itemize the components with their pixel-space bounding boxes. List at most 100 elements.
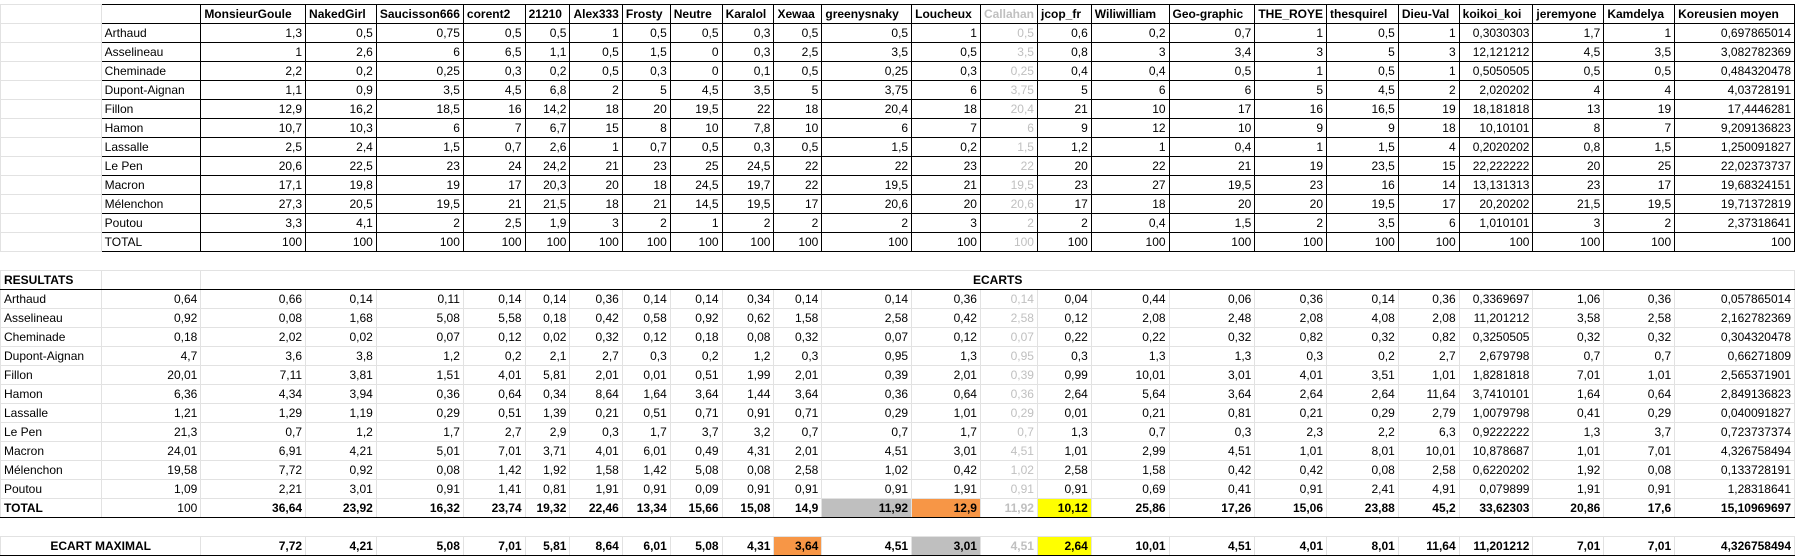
ecart-value: 0,71 [773,403,823,423]
ecart-value: 0,12 [621,327,671,347]
vote-value: 4,5 [1326,80,1399,100]
vote-value: 20,6 [821,194,913,214]
vote-value: 100 [569,232,623,252]
vote-value: 8 [621,118,671,138]
max-value: 7,01 [1603,536,1676,556]
column-header: jeremyone [1532,4,1605,24]
vote-value: 0,25 [375,61,464,81]
vote-value: 0,5 [621,23,671,43]
vote-value: 1 [1090,137,1170,157]
vote-value: 1,2 [1036,137,1092,157]
vote-value: 0,5 [462,23,526,43]
vote-value: 22 [821,156,913,176]
vote-value: 27 [1090,175,1170,195]
vote-value: 4 [1397,137,1460,157]
ecart-value: 2,99 [1090,441,1170,461]
vote-value: 0,5 [821,23,913,43]
vote-value: 0,3 [462,61,526,81]
empty-cell [821,517,912,537]
vote-value: 6 [821,118,913,138]
empty-cell [200,251,306,271]
vote-value: 3 [1397,42,1460,62]
ecart-value: 1,06 [1532,289,1605,309]
ecart-value: 3,7 [1603,422,1676,442]
ecart-value: 5,58 [462,308,526,328]
ecart-value: 0,21 [1254,403,1328,423]
ecart-value: 3,71 [524,441,571,461]
empty-cell [525,517,570,537]
vote-value: 0,8 [1036,42,1092,62]
vote-value: 0,4 [1168,137,1256,157]
column-header: Callahan [979,4,1038,24]
ecart-value: 1,3 [911,346,981,366]
vote-value: 100 [1397,232,1460,252]
vote-value: 3,5 [375,80,464,100]
vote-value: 100 [621,232,671,252]
empty-cell [100,270,202,290]
ecart-value: 0,82 [1397,327,1460,347]
ecart-value: 0,91 [773,479,823,499]
empty-cell [376,517,464,537]
vote-value: 4,03728191 [1674,80,1795,100]
vote-value: 3,5 [979,42,1038,62]
ecart-value: 2,41 [1326,479,1399,499]
vote-value: 19,5 [1603,194,1676,214]
vote-value: 22,5 [305,156,377,176]
ecart-value: 4,91 [1397,479,1460,499]
ecart-value: 0,41 [1532,403,1605,423]
empty-cell [773,251,822,271]
ecart-value: 2,9 [524,422,571,442]
max-value: 4,31 [721,536,775,556]
row-label: Asselineau [100,42,202,62]
ecart-value: 17,6 [1603,498,1676,518]
row-label: Macron [0,441,102,461]
max-value: 11,64 [1397,536,1460,556]
vote-value: 2 [375,213,464,233]
ecart-value: 0,64 [462,384,526,404]
vote-value: 0,2020202 [1458,137,1534,157]
vote-value: 0,1 [721,61,775,81]
results-header-row: RESULTATS ECARTS [0,270,1795,290]
ecart-value: 2,08 [1254,308,1328,328]
ecart-value: 0,34 [721,289,775,309]
ecart-value: 0,01 [1036,403,1092,423]
ecart-value: 0,7 [773,422,823,442]
vote-value: 19,5 [1168,175,1256,195]
vote-value: 0,5 [569,42,623,62]
ecart-value: 2,7 [462,422,526,442]
vote-value: 5 [1036,80,1092,100]
ecart-value: 4,326758494 [1674,441,1795,461]
ecart-value: 22,46 [569,498,623,518]
ecart-value: 6,3 [1397,422,1460,442]
vote-value: 3 [1532,213,1605,233]
ecart-value: 0,3369697 [1458,289,1534,309]
ecart-value: 1,3 [1168,346,1256,366]
vote-value: 100 [524,232,571,252]
vote-value: 0,484320478 [1674,61,1795,81]
ecart-value: 0,99 [1036,365,1092,385]
vote-value: 17,1 [200,175,307,195]
max-value: 2,64 [1036,536,1092,556]
max-value: 5,08 [669,536,723,556]
ecart-value: 1,92 [1532,460,1605,480]
vote-value: 19 [1603,99,1676,119]
result-row: Mélenchon 19,58 7,72 0,92 0,08 1,42 1,92 1,58 1,… [0,460,1795,480]
vote-value: 24,2 [524,156,571,176]
ecart-value: 0,42 [911,460,981,480]
vote-value: 22 [721,99,775,119]
column-header: jcop_fr [1036,4,1092,24]
vote-value: 14,2 [524,99,571,119]
empty-cell [1254,517,1327,537]
ecart-value: 36,64 [200,498,307,518]
ecart-value: 2,79 [1397,403,1460,423]
ecart-value: 7,01 [1603,441,1676,461]
ecart-value: 0,91 [821,479,913,499]
empty-cell [1091,251,1170,271]
vote-value: 24,5 [721,156,775,176]
column-header: 21210 [524,4,571,24]
ecart-value: 0,9222222 [1458,422,1534,442]
max-value: 4,21 [305,536,377,556]
ecart-value: 3,01 [305,479,377,499]
ecart-value: 0,91 [721,403,775,423]
vote-value: 100 [1090,232,1170,252]
